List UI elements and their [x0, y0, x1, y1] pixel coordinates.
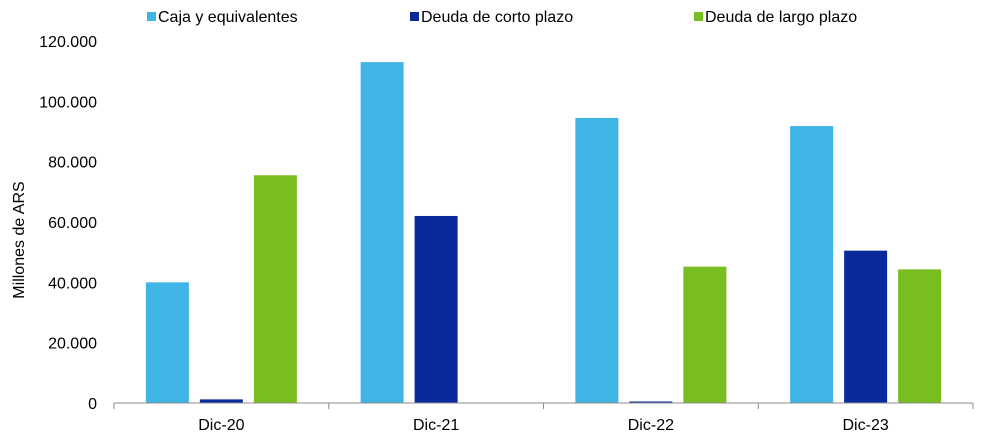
bar [199, 399, 243, 403]
legend: Caja y equivalentes Deuda de corto plazo D… [147, 9, 857, 26]
y-tick-label: 40.000 [48, 275, 97, 292]
y-tick-label: 120.000 [39, 34, 97, 51]
x-tick-label: Dic-21 [413, 417, 459, 433]
legend-label: Deuda de largo plazo [705, 9, 857, 26]
bar [790, 126, 834, 403]
bar [629, 401, 673, 403]
bar [145, 282, 189, 403]
legend-swatch [147, 12, 156, 21]
y-axis-title: Millones de ARS [11, 181, 28, 298]
bar [898, 269, 942, 403]
y-axis: 0 20.000 40.000 60.000 80.000 100.000 120.000 [39, 34, 97, 413]
y-tick-label: 80.000 [48, 155, 97, 172]
bars [145, 62, 942, 404]
x-tick-label: Dic-22 [628, 417, 674, 433]
bar [253, 175, 297, 403]
legend-label: Deuda de corto plazo [421, 9, 573, 26]
y-tick-label: 60.000 [48, 215, 97, 232]
bar [414, 215, 458, 403]
bar [844, 250, 888, 403]
bar [360, 62, 404, 403]
x-tick-label: Dic-23 [843, 417, 889, 433]
legend-swatch [410, 12, 419, 21]
bar [683, 266, 727, 403]
legend-swatch [694, 12, 703, 21]
y-tick-label: 100.000 [39, 94, 97, 111]
x-axis: Dic-20 Dic-21 Dic-22 Dic-23 [113, 402, 974, 433]
y-tick-label: 20.000 [48, 336, 97, 353]
x-tick-label: Dic-20 [198, 417, 244, 433]
legend-label: Caja y equivalentes [158, 9, 298, 26]
bar [575, 117, 619, 404]
y-tick-label: 0 [88, 396, 97, 413]
